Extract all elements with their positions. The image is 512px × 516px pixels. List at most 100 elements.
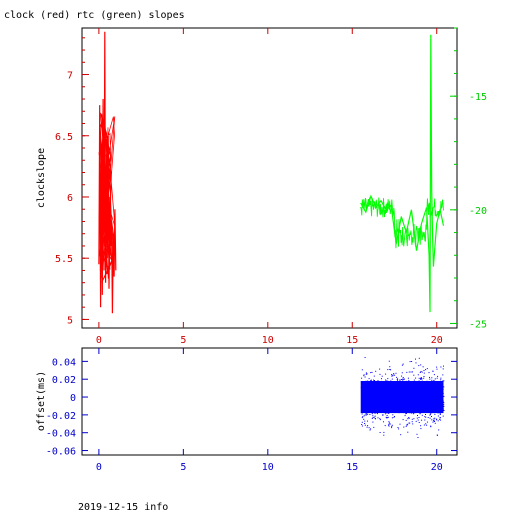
offset-point [385,373,387,375]
offset-point [372,417,374,418]
offset-point [363,402,365,404]
offset-point [361,393,363,395]
offset-point [376,399,378,400]
offset-point [406,392,408,393]
offset-point [420,425,422,427]
offset-point [421,419,423,421]
bottom-y-tick-label: 0 [70,393,76,404]
offset-point [419,394,420,396]
offset-point [434,378,436,380]
offset-point [411,400,413,401]
offset-point [430,386,432,388]
bottom-y-tick-label: -0.04 [46,429,76,440]
offset-point [387,378,389,380]
offset-point [404,396,406,398]
offset-point [390,395,392,397]
offset-point [381,403,383,405]
offset-point [439,414,441,415]
offset-point [417,405,419,406]
offset-point [429,411,430,413]
offset-point [381,380,383,382]
offset-point [364,414,366,416]
offset-point [382,397,384,399]
offset-point [411,408,413,410]
offset-point [397,395,398,397]
offset-point [401,375,403,377]
offset-point [378,395,380,397]
offset-point [402,402,404,404]
offset-point [377,413,378,415]
offset-point [400,393,402,395]
offset-point [393,416,395,418]
offset-point [430,426,432,428]
offset-point [369,399,371,400]
offset-point [428,386,430,388]
offset-point [366,407,368,409]
offset-point [379,411,381,413]
offset-point [368,378,370,380]
offset-point [443,401,444,403]
offset-point [408,397,410,399]
offset-point [399,401,401,403]
offset-point [377,380,379,382]
offset-point [368,397,370,399]
offset-point [400,406,402,408]
offset-point [366,412,367,414]
offset-point [389,390,390,392]
offset-point [397,427,399,428]
offset-point [361,411,363,412]
offset-point [402,383,404,385]
offset-point [401,364,403,366]
offset-point [411,412,413,414]
offset-point [382,381,383,383]
offset-point [381,396,383,397]
offset-point [424,398,426,400]
offset-point [368,409,370,411]
offset-point [370,428,372,430]
offset-point [412,423,414,425]
offset-point [415,420,417,422]
offset-point [371,411,373,413]
offset-point [387,384,388,386]
offset-point [406,412,407,414]
offset-point [419,413,421,415]
offset-point [434,412,436,414]
offset-point [381,411,383,412]
offset-point [415,397,417,398]
offset-point [404,398,406,400]
offset-point [442,374,444,376]
offset-point [430,394,432,396]
offset-point [438,429,440,431]
bottom-axes-ticks: 0 5 10 15 20 -0.06 -0.04 -0.02 0 0.02 0.04 [46,348,457,473]
offset-point [417,381,419,383]
offset-point [413,404,415,406]
offset-point [399,379,401,381]
offset-point [374,393,376,395]
offset-point [434,413,436,415]
offset-point [405,405,407,407]
offset-point [394,393,396,395]
offset-point [386,417,388,419]
offset-point [381,408,383,410]
offset-point [435,394,437,396]
offset-point [421,382,423,384]
offset-point [366,401,368,403]
offset-point [402,419,404,421]
offset-point [381,386,383,388]
offset-point [419,395,420,397]
offset-point [436,388,438,390]
offset-point [432,396,434,398]
offset-point [431,388,433,390]
offset-point [442,400,444,401]
offset-point [382,414,384,416]
offset-point [361,400,363,402]
offset-point [436,434,438,436]
offset-point [423,377,425,379]
offset-point [382,408,384,410]
offset-point [365,380,367,382]
offset-point [408,394,410,395]
offset-point [410,402,412,404]
offset-point [436,368,438,370]
offset-point [384,425,386,427]
